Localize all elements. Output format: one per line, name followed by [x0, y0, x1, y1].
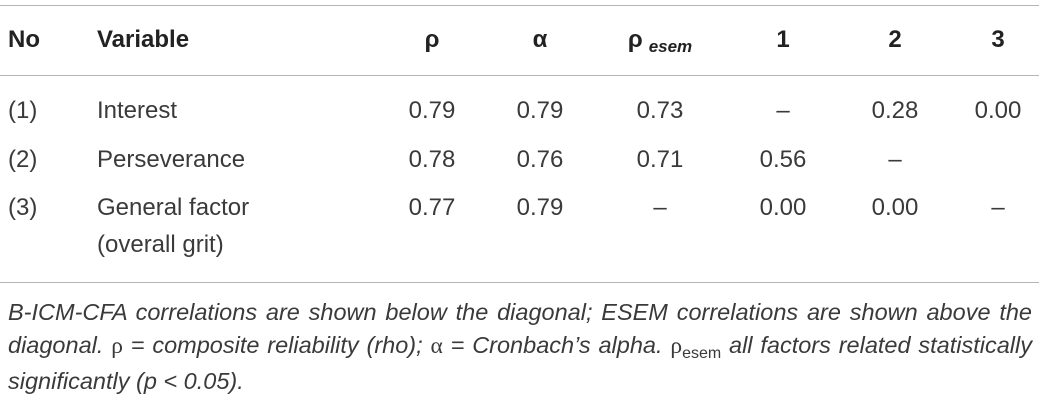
data-cell: 0.71: [636, 146, 684, 173]
header-cell: No: [8, 26, 40, 53]
bottom-rule: [0, 282, 1039, 283]
header-cell: ρ esem: [628, 22, 692, 60]
header-cell: 3: [991, 26, 1005, 53]
data-cell: 0.00: [759, 194, 807, 221]
header-subscript: esem: [648, 37, 693, 56]
header-symbol: ρ: [627, 26, 643, 53]
note-text: α: [430, 332, 443, 359]
variable-cell: (overall grit): [97, 231, 224, 258]
data-cell: 0.79: [516, 194, 564, 221]
table-note: B-ICM-CFA correlations are shown below t…: [8, 296, 1032, 398]
variable-cell: Interest: [97, 97, 178, 124]
note-text: ρ: [111, 332, 123, 359]
header-cell: 1: [776, 26, 790, 53]
data-cell: 0.79: [516, 97, 564, 124]
data-cell: 0.78: [408, 146, 456, 173]
data-cell: –: [653, 194, 667, 221]
top-rule: [0, 5, 1039, 6]
data-cell: 0.76: [516, 146, 564, 173]
header-rule: [0, 75, 1039, 76]
data-cell: 0.56: [759, 146, 807, 173]
variable-cell: General factor: [97, 194, 250, 221]
header-cell: ρ: [424, 26, 440, 53]
data-cell: (2): [8, 146, 38, 173]
note-text: all factors related statistically signif…: [8, 331, 1032, 395]
data-cell: 0.73: [636, 97, 684, 124]
note-text: B-ICM-CFA correlations are shown below t…: [8, 299, 1032, 358]
header-cell: Variable: [97, 26, 190, 53]
header-cell: α: [532, 26, 548, 53]
note-text: esem: [682, 344, 722, 362]
note-text: ρ: [670, 332, 683, 359]
data-cell: (1): [8, 97, 38, 124]
data-cell: 0.28: [871, 97, 919, 124]
data-cell: –: [776, 97, 790, 124]
data-cell: –: [888, 146, 902, 173]
data-cell: (3): [8, 194, 38, 221]
note-text: = Cronbach’s alpha.: [442, 331, 671, 358]
data-cell: –: [991, 194, 1005, 221]
data-cell: 0.00: [974, 97, 1022, 124]
data-cell: 0.79: [408, 97, 456, 124]
variable-cell: Perseverance: [97, 146, 246, 173]
data-cell: 0.77: [408, 194, 456, 221]
data-cell: 0.00: [871, 194, 919, 221]
note-text: = composite reliability (rho);: [122, 331, 431, 358]
header-cell: 2: [888, 26, 902, 53]
